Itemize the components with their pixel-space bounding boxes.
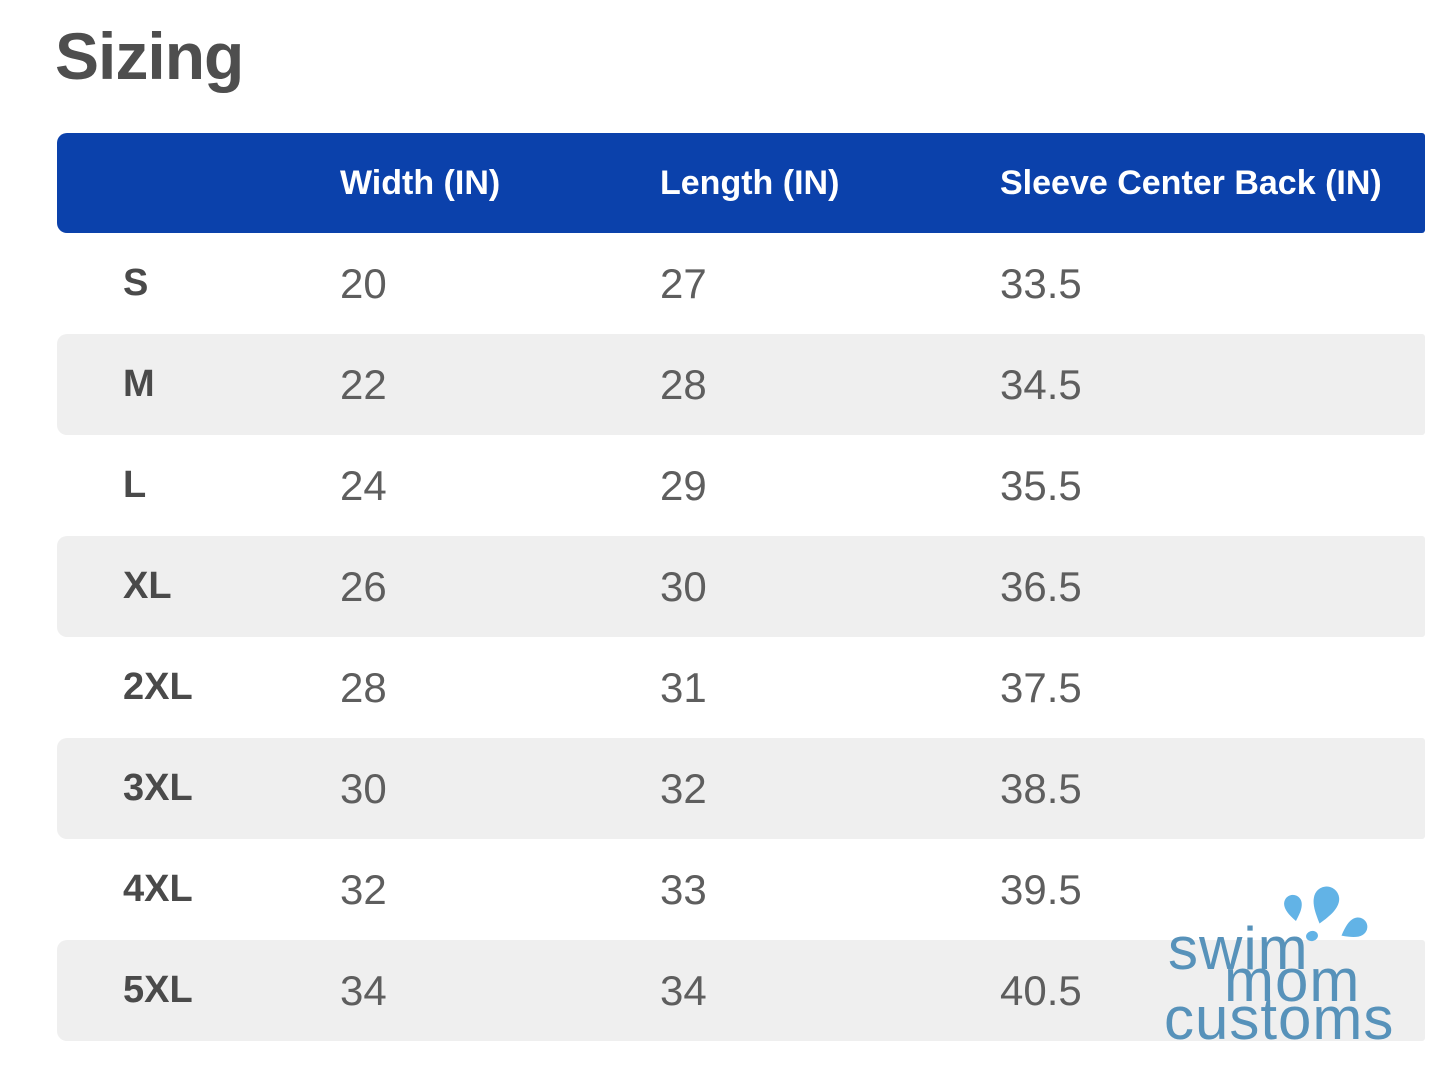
length-value: 31 [660,663,707,711]
sleeve-value: 40.5 [1000,966,1082,1014]
table-row: XL 26 30 36.5 [57,536,1425,637]
width-value: 28 [340,663,387,711]
size-label: 2XL [123,666,193,708]
sleeve-value: 35.5 [1000,461,1082,509]
length-value: 27 [660,259,707,307]
header-cell-sleeve: Sleeve Center Back (IN) [1000,163,1382,202]
size-label: 4XL [123,868,193,910]
header-cell-length: Length (IN) [660,163,840,202]
table-body: S 20 27 33.5 M 22 28 34.5 L 24 29 35.5 X… [57,233,1425,1041]
size-label: L [123,464,147,506]
sleeve-value: 39.5 [1000,865,1082,913]
page-title: Sizing [55,19,244,93]
length-value: 30 [660,562,707,610]
sizing-table: Width (IN) Length (IN) Sleeve Center Bac… [57,133,1425,1041]
width-value: 26 [340,562,387,610]
table-row: L 24 29 35.5 [57,435,1425,536]
size-label: 3XL [123,767,193,809]
sleeve-value: 37.5 [1000,663,1082,711]
size-label: 5XL [123,969,193,1011]
width-value: 32 [340,865,387,913]
size-label: S [123,262,149,304]
width-value: 22 [340,360,387,408]
sleeve-value: 34.5 [1000,360,1082,408]
length-value: 33 [660,865,707,913]
header-cell-width: Width (IN) [340,163,501,202]
table-row: S 20 27 33.5 [57,233,1425,334]
table-row: 2XL 28 31 37.5 [57,637,1425,738]
width-value: 20 [340,259,387,307]
length-value: 32 [660,764,707,812]
width-value: 34 [340,966,387,1014]
sleeve-value: 36.5 [1000,562,1082,610]
table-header-row: Width (IN) Length (IN) Sleeve Center Bac… [57,133,1425,233]
table-row: 4XL 32 33 39.5 [57,839,1425,940]
table-row: M 22 28 34.5 [57,334,1425,435]
sleeve-value: 38.5 [1000,764,1082,812]
table-row: 5XL 34 34 40.5 [57,940,1425,1041]
size-label: XL [123,565,172,607]
length-value: 29 [660,461,707,509]
length-value: 34 [660,966,707,1014]
size-label: M [123,363,155,405]
length-value: 28 [660,360,707,408]
sleeve-value: 33.5 [1000,259,1082,307]
width-value: 30 [340,764,387,812]
width-value: 24 [340,461,387,509]
table-row: 3XL 30 32 38.5 [57,738,1425,839]
